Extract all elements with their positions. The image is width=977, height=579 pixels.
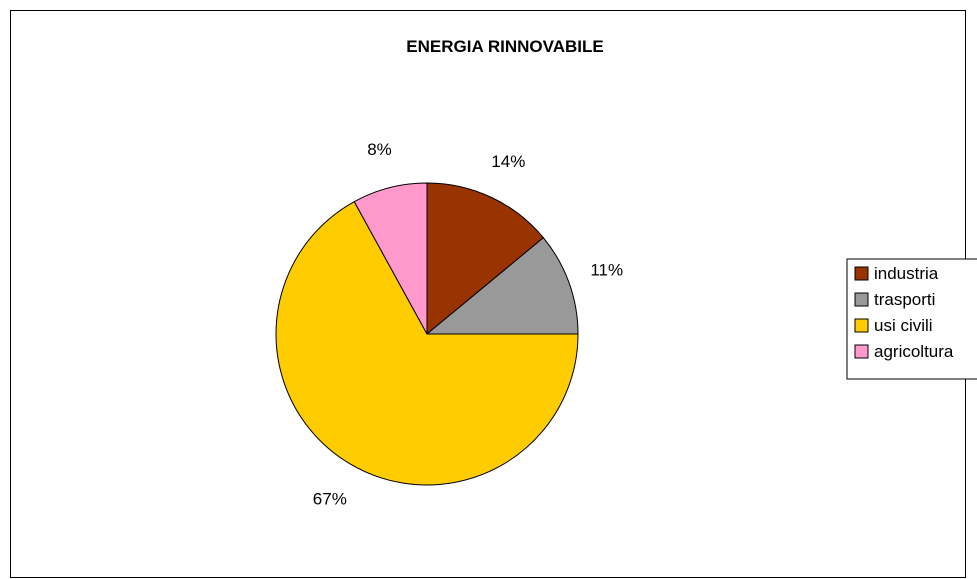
legend-swatch-usi-civili: [854, 318, 869, 333]
legend-label-agricoltura: agricoltura: [874, 342, 954, 361]
pie-slice-usi-civili: [275, 200, 579, 486]
legend-label-industria: industria: [874, 264, 939, 283]
chart-title: ENERGIA RINNOVABILE: [406, 37, 603, 56]
legend-swatch-trasporti: [854, 292, 869, 307]
legend-border: [846, 258, 977, 380]
legend-swatch-industria: [854, 266, 869, 281]
data-label-agricoltura: 8%: [367, 140, 392, 159]
data-label-trasporti: 11%: [590, 260, 623, 279]
legend-label-trasporti: trasporti: [874, 290, 935, 309]
data-labels: 14% 11% 67% 8%: [313, 140, 623, 508]
pie-slice-industria: [426, 182, 545, 336]
pie-slices: [275, 182, 579, 486]
legend-swatch-agricoltura: [854, 344, 869, 359]
pie-slice-agricoltura: [353, 182, 428, 335]
pie-slice-trasporti: [425, 237, 579, 335]
data-label-industria: 14%: [491, 152, 525, 171]
legend-label-usi-civili: usi civili: [874, 316, 933, 335]
legend: industria trasporti usi civili agricoltura: [846, 258, 977, 380]
data-label-usi-civili: 67%: [313, 489, 347, 508]
